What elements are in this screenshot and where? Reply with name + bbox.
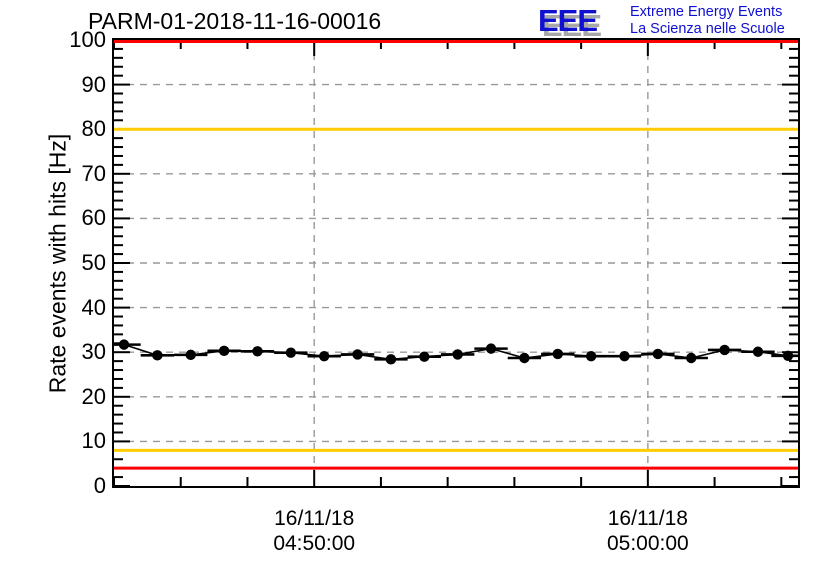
x-axis-tick-date: 16/11/18 — [607, 507, 688, 530]
data-point — [552, 348, 563, 360]
x-axis-tick-label: 16/11/18 05:00:00 — [607, 506, 689, 556]
y-axis-tick-label: 100 — [69, 27, 106, 52]
data-point — [452, 349, 463, 360]
data-point — [585, 351, 597, 362]
data-point — [285, 347, 297, 358]
data-point — [385, 354, 397, 365]
y-axis-tick-label: 10 — [81, 428, 106, 454]
data-point — [218, 345, 230, 357]
data-point — [782, 350, 794, 361]
data-point — [185, 349, 196, 361]
y-axis-tick-label: 60 — [81, 205, 106, 231]
data-point — [419, 351, 430, 362]
eee-logo-text: Extreme Energy Events La Scienza nelle S… — [630, 4, 785, 38]
eee-logo-line1: Extreme Energy Events — [630, 4, 783, 20]
eee-logo-line2: La Scienza nelle Scuole — [630, 21, 785, 37]
y-axis-tick-label: 50 — [81, 250, 106, 275]
data-point — [152, 350, 163, 361]
eee-logo-mark: EEE — [538, 3, 598, 38]
data-point — [118, 339, 130, 350]
eee-logo-mark-shadow: EEE — [542, 8, 602, 43]
y-axis-tick-label: 90 — [81, 71, 106, 97]
plot-area — [112, 38, 800, 488]
y-axis-tick-label: 70 — [81, 160, 106, 186]
data-point — [485, 343, 497, 354]
y-axis-tick-label: 20 — [81, 383, 106, 409]
x-axis-tick-time: 04:50:00 — [273, 532, 356, 555]
data-point — [352, 349, 363, 360]
data-point — [652, 348, 664, 360]
page-title: PARM-01-2018-11-16-00016 — [88, 8, 382, 34]
data-point — [686, 352, 697, 364]
data-point — [252, 346, 263, 357]
x-axis-tick-label: 16/11/18 04:50:00 — [273, 506, 355, 556]
y-axis-tick-labels: 0 10 20 30 40 50 60 70 80 90 100 — [50, 0, 106, 572]
y-axis-tick-label: 80 — [81, 116, 106, 142]
data-point — [619, 351, 630, 362]
plot-canvas — [114, 40, 798, 486]
data-point — [752, 346, 764, 357]
y-axis-tick-label: 40 — [81, 294, 106, 320]
y-axis-tick-label: 30 — [81, 339, 106, 365]
data-point — [719, 344, 730, 356]
y-axis-tick-label: 0 — [93, 473, 106, 498]
eee-logo: EEE EEE Extreme Energy Events La Scienza… — [538, 3, 834, 43]
data-point — [319, 351, 330, 362]
x-axis-tick-time: 05:00:00 — [606, 532, 689, 555]
data-point — [519, 352, 530, 364]
x-axis-tick-date: 16/11/18 — [274, 507, 355, 530]
